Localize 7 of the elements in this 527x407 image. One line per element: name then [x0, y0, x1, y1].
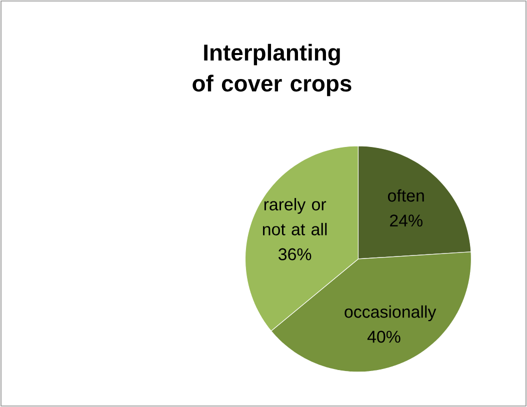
data-label: 36%	[278, 248, 312, 260]
slice-label: occasionally	[344, 305, 436, 322]
slice-label: often	[388, 189, 424, 202]
data-label: 24%	[390, 214, 422, 227]
data-label: 40%	[367, 330, 400, 343]
chart-title: Interplanting of cover crops	[192, 44, 352, 96]
slice-label: rarely or not at all	[262, 198, 327, 236]
